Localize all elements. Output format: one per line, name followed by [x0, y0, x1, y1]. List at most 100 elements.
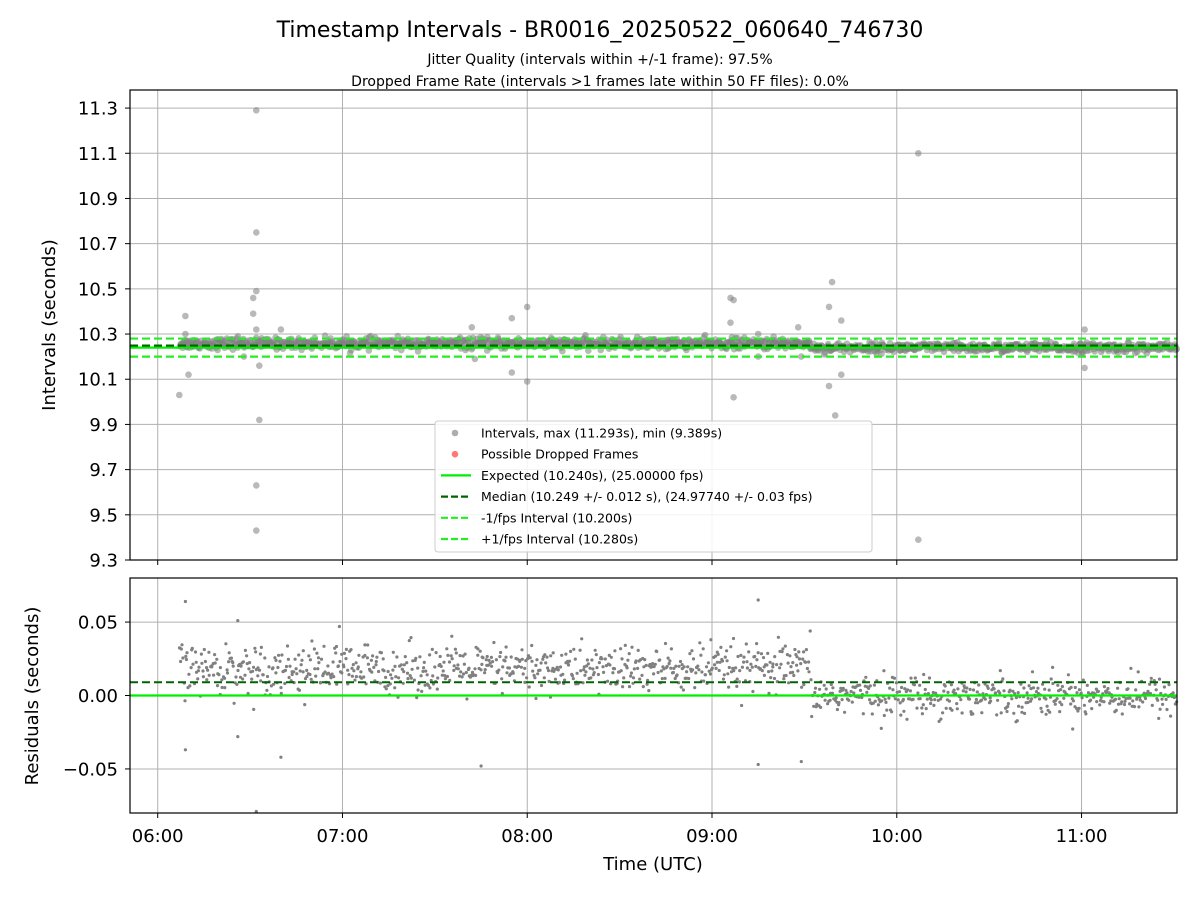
residual-point	[844, 688, 848, 692]
residual-point	[812, 704, 816, 708]
residual-point	[201, 669, 205, 673]
residual-point	[381, 657, 385, 661]
residual-point	[518, 658, 522, 662]
residual-point	[715, 660, 719, 664]
residual-point	[780, 650, 784, 654]
residual-point	[569, 649, 573, 654]
residual-point	[955, 702, 959, 706]
residual-point	[1150, 703, 1154, 708]
residual-point	[941, 711, 945, 715]
residual-point	[975, 690, 979, 694]
residual-point	[207, 650, 211, 654]
residual-point	[384, 675, 388, 680]
residual-point	[1026, 696, 1030, 700]
residual-point	[236, 668, 240, 673]
residual-point	[650, 665, 654, 669]
residual-point	[196, 677, 200, 681]
residual-point	[762, 673, 767, 678]
residual-point	[802, 683, 806, 687]
residual-point	[767, 691, 771, 696]
residual-point	[301, 670, 305, 674]
residual-point	[606, 679, 610, 683]
residual-point	[331, 660, 335, 664]
residual-point	[708, 672, 713, 676]
residual-point	[584, 670, 588, 674]
residual-point	[332, 675, 336, 679]
interval-outlier-point	[523, 378, 531, 385]
interval-outlier-point	[730, 296, 737, 304]
residual-point	[663, 641, 668, 646]
residual-point	[317, 661, 321, 665]
residual-point	[500, 691, 504, 696]
residual-point	[253, 646, 257, 650]
residual-point	[1113, 697, 1118, 701]
residual-point	[785, 653, 790, 657]
residual-point	[973, 701, 978, 705]
residual-point	[340, 671, 344, 675]
chart-title: Timestamp Intervals - BR0016_20250522_06…	[276, 18, 924, 43]
residual-point	[581, 681, 585, 685]
residual-point	[810, 714, 814, 719]
residual-point	[671, 670, 676, 675]
residual-point	[416, 688, 420, 692]
residual-point	[620, 657, 624, 661]
residual-point	[995, 713, 999, 717]
residual-point	[546, 666, 550, 670]
residual-point	[539, 661, 543, 665]
residual-point	[686, 665, 690, 669]
residual-point	[1080, 696, 1084, 700]
residual-point	[1051, 665, 1055, 670]
residual-point	[709, 638, 713, 642]
residual-point	[220, 678, 224, 682]
residual-point	[259, 645, 263, 650]
residual-point	[316, 667, 320, 671]
residual-point	[609, 655, 613, 659]
residual-point	[501, 665, 505, 669]
residual-point	[912, 683, 917, 687]
residual-outlier-point	[236, 735, 240, 739]
residual-point	[213, 661, 217, 665]
residual-point	[256, 674, 260, 678]
residual-point	[538, 668, 542, 672]
interval-outlier-point	[915, 150, 922, 157]
residual-point	[677, 664, 681, 668]
residual-point	[464, 670, 468, 675]
residual-point	[636, 648, 640, 653]
residual-point	[944, 706, 948, 710]
residual-point	[326, 664, 330, 668]
residual-point	[925, 697, 929, 701]
residual-point	[753, 654, 757, 659]
residual-point	[463, 652, 467, 656]
residual-point	[223, 676, 227, 680]
residual-point	[191, 662, 195, 666]
residual-point	[346, 668, 350, 672]
residual-point	[507, 666, 511, 670]
residual-point	[947, 699, 952, 703]
residual-point	[585, 658, 590, 662]
residual-point	[882, 669, 886, 673]
residual-point	[834, 696, 838, 700]
residual-point	[534, 663, 538, 668]
residual-point	[503, 659, 507, 663]
residual-point	[652, 672, 656, 676]
residual-point	[350, 674, 354, 678]
residual-point	[586, 662, 591, 666]
residual-point	[412, 678, 416, 682]
residual-point	[735, 684, 739, 689]
residual-point	[231, 664, 235, 668]
residual-point	[732, 669, 736, 673]
residual-point	[736, 654, 740, 659]
residual-point	[231, 661, 235, 665]
residual-point	[271, 666, 275, 670]
interval-outlier-point	[523, 303, 531, 311]
residual-point	[347, 673, 351, 677]
residual-point	[932, 703, 936, 708]
residual-point	[566, 663, 571, 667]
residual-point	[595, 666, 599, 670]
residual-point	[996, 698, 1000, 702]
residual-point	[299, 663, 303, 667]
residual-point	[265, 688, 269, 693]
interval-outlier-point	[508, 314, 516, 322]
residual-point	[740, 703, 744, 708]
residual-point	[788, 654, 792, 658]
